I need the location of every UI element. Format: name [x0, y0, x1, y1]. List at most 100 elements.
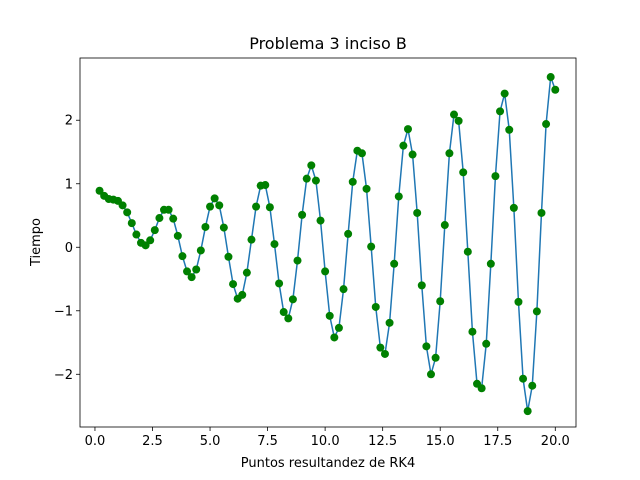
marker	[164, 205, 173, 214]
y-tick-label: −1	[54, 304, 73, 319]
marker	[532, 307, 541, 316]
x-tick-label: 7.5	[257, 434, 278, 449]
marker	[155, 214, 164, 223]
marker	[210, 194, 219, 203]
x-tick-label: 5.0	[200, 434, 221, 449]
marker	[505, 125, 514, 134]
marker	[247, 235, 256, 244]
marker	[311, 176, 320, 185]
marker	[321, 267, 330, 276]
x-tick-label: 12.5	[368, 434, 397, 449]
marker	[399, 141, 408, 150]
marker	[307, 161, 316, 170]
marker	[123, 208, 132, 217]
marker	[468, 327, 477, 336]
chart-title: Problema 3 inciso B	[249, 34, 407, 53]
marker	[417, 281, 426, 290]
marker	[127, 219, 136, 228]
marker	[95, 186, 104, 195]
marker	[252, 202, 261, 211]
marker	[371, 302, 380, 311]
marker	[339, 285, 348, 294]
marker	[542, 120, 551, 129]
marker	[288, 295, 297, 304]
y-tick-label: 1	[65, 177, 73, 192]
marker	[380, 349, 389, 358]
marker	[178, 252, 187, 261]
marker	[477, 384, 486, 393]
marker	[431, 353, 440, 362]
x-axis-label: Puntos resultandez de RK4	[241, 456, 415, 471]
marker	[436, 297, 445, 306]
marker	[334, 323, 343, 332]
marker	[537, 208, 546, 217]
marker	[486, 259, 495, 268]
marker	[394, 192, 403, 201]
axes-frame	[79, 57, 577, 428]
marker	[528, 381, 537, 390]
marker	[514, 297, 523, 306]
x-tick-label: 15.0	[426, 434, 455, 449]
marker	[500, 89, 509, 98]
marker	[509, 203, 518, 212]
marker	[385, 318, 394, 327]
y-tick-label: 2	[65, 114, 73, 129]
marker	[422, 342, 431, 351]
marker	[440, 221, 449, 230]
marker	[551, 85, 560, 94]
marker	[173, 231, 182, 240]
marker	[426, 370, 435, 379]
marker	[146, 236, 155, 245]
marker	[169, 214, 178, 223]
marker	[325, 311, 334, 320]
x-tick-label: 0.0	[85, 434, 106, 449]
marker	[316, 216, 325, 225]
marker	[242, 268, 251, 277]
marker	[330, 333, 339, 342]
marker	[150, 226, 159, 235]
marker	[546, 73, 555, 82]
marker	[141, 241, 150, 250]
marker	[450, 110, 459, 119]
marker	[183, 267, 192, 276]
marker	[367, 242, 376, 251]
marker	[215, 201, 224, 210]
marker	[357, 149, 366, 158]
marker	[298, 210, 307, 219]
marker	[192, 265, 201, 274]
marker	[118, 201, 127, 210]
marker	[224, 252, 233, 261]
x-tick-label: 2.5	[142, 434, 163, 449]
marker	[459, 168, 468, 177]
marker	[265, 203, 274, 212]
marker	[270, 240, 279, 249]
marker	[482, 339, 491, 348]
marker	[279, 308, 288, 317]
marker	[187, 273, 196, 282]
marker	[362, 184, 371, 193]
marker	[390, 259, 399, 268]
x-tick-label: 20.0	[541, 434, 570, 449]
marker	[463, 247, 472, 256]
marker	[344, 229, 353, 238]
marker	[302, 174, 311, 183]
x-tick-label: 17.5	[483, 434, 512, 449]
marker	[201, 222, 210, 231]
marker	[238, 290, 247, 299]
marker	[132, 230, 141, 239]
y-axis-label: Tiempo	[29, 218, 44, 267]
marker	[196, 246, 205, 255]
marker	[229, 280, 238, 289]
marker	[219, 223, 228, 232]
y-tick-label: 0	[65, 241, 73, 256]
marker	[261, 181, 270, 190]
x-tick-label: 10.0	[311, 434, 340, 449]
marker	[376, 343, 385, 352]
marker	[408, 150, 417, 159]
marker	[523, 407, 532, 416]
marker	[445, 149, 454, 158]
marker	[496, 107, 505, 116]
